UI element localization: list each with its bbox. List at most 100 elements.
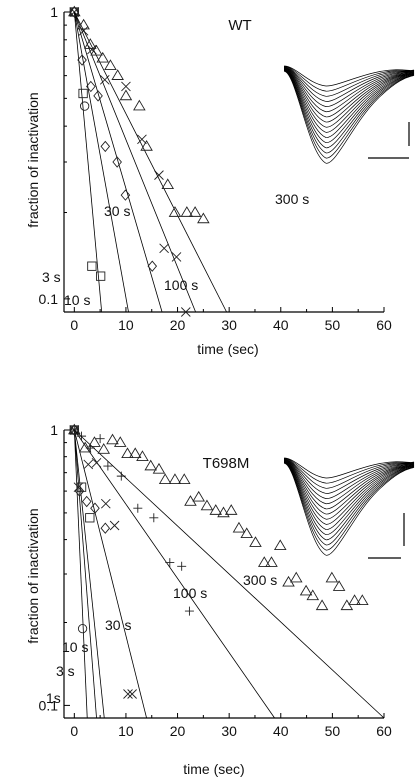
y-tick-label: 1 [50,422,58,438]
marker-triangle [140,140,153,151]
marker-triangle [168,206,182,217]
fit-label: 300 s [243,572,277,588]
marker-triangle [168,473,182,484]
marker-triangle [217,506,230,518]
marker-x [73,482,84,492]
x-tick-label: 20 [170,723,186,739]
fit-label: 3 s [56,663,75,679]
inset-trace [283,67,415,113]
marker-diamond [93,90,103,102]
x-tick-label: 40 [273,317,289,333]
marker-triangle [158,473,172,484]
marker-triangle [97,443,111,454]
inset-trace [283,461,415,536]
marker-triangle [104,59,117,70]
marker-triangle [306,589,320,601]
y-tick-label: 0.1 [39,291,59,307]
x-axis-title: time (sec) [183,761,244,777]
inset-trace [283,67,415,107]
inset-trace [283,460,415,520]
marker-triangle [209,504,223,515]
inset-trace [283,461,415,530]
marker-triangle [197,212,210,224]
marker-x [180,307,191,317]
marker-triangle [188,206,202,217]
inset-trace [283,457,415,479]
marker-circle [77,623,88,634]
x-tick-label: 30 [221,723,237,739]
marker-plus [177,561,187,571]
inset-trace [283,459,415,505]
inset-trace [283,69,415,138]
inset-trace [283,70,415,164]
marker-triangle [325,571,339,583]
fit-line [73,11,129,313]
marker-x [127,689,137,699]
marker-triangle [121,447,134,459]
x-tick-label: 60 [376,317,392,333]
marker-triangle [119,89,133,101]
fit-label: 100 s [173,585,207,601]
inset-current-traces [283,65,415,164]
marker-triangle [106,433,119,445]
marker-triangle [192,490,205,502]
marker-diamond [77,54,87,66]
marker-triangle [249,536,262,547]
marker-diamond [112,156,122,168]
fit-line [73,11,103,313]
y-tick-label: 0.1 [39,697,59,713]
marker-x [100,498,111,509]
inset-trace [283,66,415,92]
marker-triangle [113,436,127,447]
x-tick-label: 30 [221,317,237,333]
inset-trace [283,70,415,159]
marker-diamond [69,424,80,436]
marker-triangle [356,594,369,605]
marker-x [159,243,169,254]
inset-trace [283,68,415,128]
marker-triangle [68,423,81,435]
fit-label: 300 s [275,191,309,207]
marker-triangle [315,599,329,611]
fit-line [73,429,97,719]
marker-plus [77,431,87,441]
marker-x [99,75,110,85]
inset-trace [283,461,415,541]
fit-label: 10 s [62,639,88,655]
marker-square [85,513,95,523]
marker-square [78,88,88,99]
marker-triangle [177,473,191,484]
marker-square [87,261,97,271]
marker-x [121,81,131,92]
inset-trace [283,462,415,546]
x-tick-label: 10 [118,723,134,739]
fit-label: 3 s [42,269,61,285]
marker-triangle [136,450,149,461]
y-axis-title: fraction of inactivation [25,92,41,227]
marker-square [95,271,106,281]
marker-triangle [289,571,303,583]
marker-triangle [78,441,92,453]
x-axis-title: time (sec) [197,341,258,357]
marker-x [137,134,147,145]
marker-triangle [282,575,295,587]
fit-label: 10 s [64,292,90,308]
panel-title: T698M [203,455,250,472]
marker-triangle [133,99,146,111]
inset-trace [283,66,415,102]
fit-label: 30 s [105,617,131,633]
marker-triangle [144,459,157,471]
marker-triangle [111,69,124,80]
inset-trace [283,68,415,133]
fit-line [73,11,163,313]
inset-trace [283,458,415,489]
inset-trace [283,462,415,556]
y-tick-label: 1 [50,4,58,20]
marker-triangle [299,584,313,596]
y-axis-title: fraction of inactivation [25,508,41,643]
marker-triangle [200,499,214,511]
fit-label: 1s [46,690,61,706]
inset-trace [283,458,415,484]
marker-x [83,459,94,470]
marker-plus [165,558,175,568]
